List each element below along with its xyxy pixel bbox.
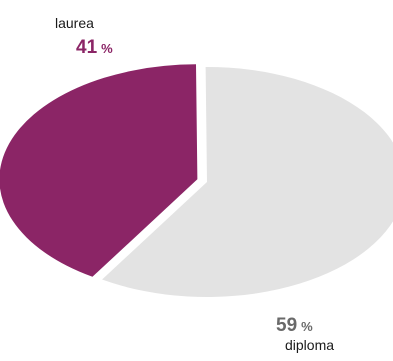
slice-value-number-diploma: 59 bbox=[276, 315, 298, 336]
slice-value-unit-laurea: % bbox=[101, 41, 113, 56]
pie-slice-laurea bbox=[0, 64, 198, 277]
slice-label-laurea: laurea bbox=[55, 15, 94, 31]
slice-value-number-laurea: 41 bbox=[76, 37, 98, 58]
pie-slice-diploma bbox=[102, 67, 393, 297]
slice-value-unit-diploma: % bbox=[301, 319, 313, 334]
slice-label-diploma: diploma bbox=[285, 337, 335, 353]
slice-value-diploma: 59% bbox=[276, 316, 313, 335]
slice-value-laurea: 41% bbox=[76, 38, 113, 57]
